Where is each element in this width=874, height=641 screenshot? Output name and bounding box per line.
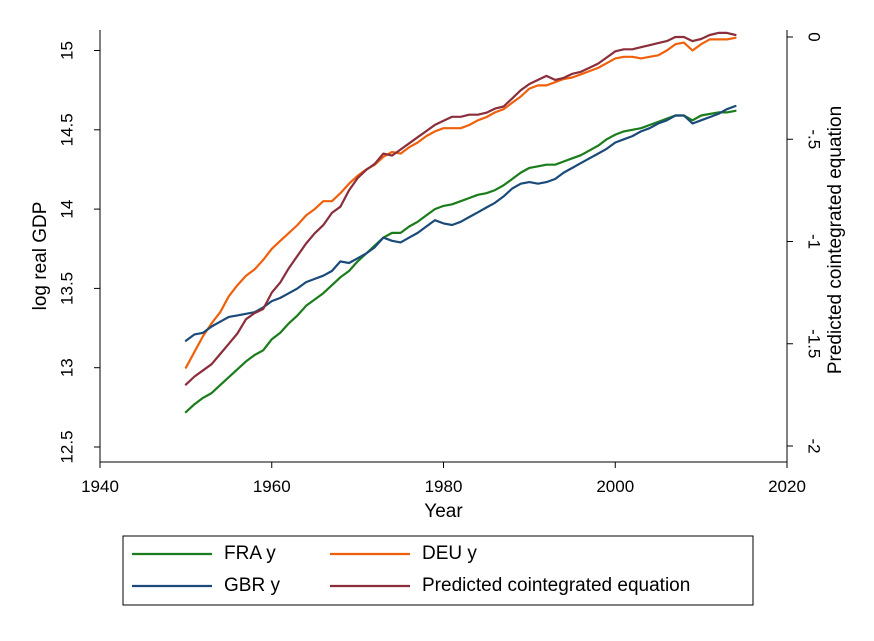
legend-label: FRA y [224, 543, 276, 564]
series-line-2 [184, 104, 737, 342]
y2-axis-title: Predicted cointegrated equation [825, 106, 846, 374]
x-axis-title: Year [424, 501, 463, 522]
y-axis-title: log real GDP [30, 202, 51, 311]
legend-label: Predicted cointegrated equation [422, 575, 690, 596]
series-line-1 [184, 36, 737, 369]
x-ticks: 1940 1960 1980 2000 2020 [81, 462, 806, 496]
plot-region: 1940 1960 1980 2000 2020 12.51313.51414.515 … [57, 30, 824, 496]
y2-tick-label: 0 [805, 32, 824, 41]
x-tick-label: 1940 [81, 477, 119, 496]
y-tick-label: 14.5 [57, 113, 76, 146]
x-tick-label: 1960 [253, 477, 291, 496]
y2-tick-label: -2 [805, 438, 824, 453]
y2-tick-label: -1 [805, 234, 824, 249]
series-lines [184, 31, 737, 414]
y-tick-label: 12.5 [57, 430, 76, 463]
x-tick-label: 2020 [768, 477, 806, 496]
y-tick-label: 15 [57, 41, 76, 60]
series-line-0 [184, 109, 737, 414]
series-line-3 [184, 31, 737, 386]
y2-tick-label: -1.5 [805, 329, 824, 358]
legend-box [122, 535, 754, 606]
y2-tick-label: -.5 [805, 129, 824, 149]
legend: FRA y DEU y GBR y Predicted cointegrated eq… [122, 535, 754, 606]
y-tick-label: 14 [57, 200, 76, 219]
x-tick-label: 2000 [596, 477, 634, 496]
legend-label: DEU y [422, 543, 477, 564]
y-tick-label: 13.5 [57, 272, 76, 305]
y-ticks: 12.5 13 13.5 14 14.5 15 [57, 41, 100, 464]
y-tick-label: 13 [57, 358, 76, 377]
y2-ticks: -2 -1.5 -1 -.5 0 [787, 32, 824, 454]
legend-label: GBR y [224, 575, 280, 596]
x-tick-label: 1980 [425, 477, 463, 496]
